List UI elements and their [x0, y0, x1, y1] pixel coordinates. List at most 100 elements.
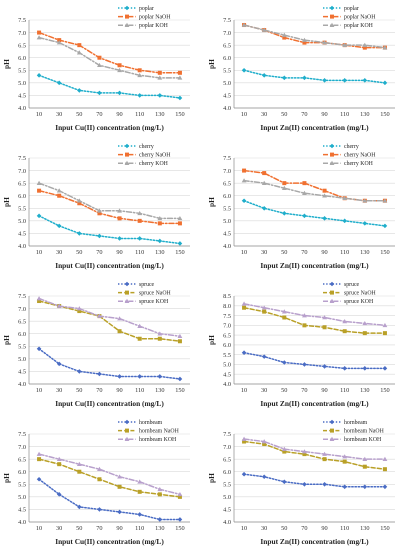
y-axis-label: pH	[207, 197, 216, 207]
data-point-2-3	[97, 208, 102, 213]
y-axis-label: pH	[207, 473, 216, 483]
data-point-2-1	[56, 303, 62, 308]
x-axis-label: Input Cu(II) concentration (mg/L)	[55, 537, 164, 546]
series-line-2	[243, 179, 386, 202]
y-tick-label-7: 7.5	[18, 17, 26, 24]
y-tick-label-1: 4.5	[223, 371, 231, 378]
y-tick-label-6: 7.0	[18, 306, 26, 313]
data-point-1-6	[362, 331, 367, 336]
data-point-2-4	[322, 40, 327, 45]
legend-swatch-marker-1	[330, 428, 334, 433]
data-point-2-5	[137, 323, 143, 328]
legend-swatch-marker-2	[329, 22, 335, 27]
data-point-0-0	[241, 67, 247, 73]
chart-panel-8: 4.0 4.5 5.0 5.5 6.0 6.5 7.0 7.5 10 30 50 70 90 110 130…	[207, 419, 395, 546]
data-point-1-2	[77, 43, 82, 48]
legend-entry-2: poplar KOH	[323, 22, 374, 29]
series-2	[36, 451, 183, 497]
x-tick-label-4: 90	[116, 387, 122, 394]
data-point-0-5	[137, 374, 142, 379]
series-1	[242, 305, 387, 336]
data-point-0-7	[382, 223, 388, 229]
data-point-0-4	[322, 78, 327, 83]
data-point-1-7	[177, 221, 182, 226]
data-point-2-4	[322, 193, 327, 198]
series-line-2	[243, 438, 386, 460]
data-point-2-0	[241, 178, 247, 183]
data-point-1-1	[262, 442, 267, 447]
y-tick-label-5: 6.5	[18, 180, 26, 187]
data-point-1-0	[37, 457, 42, 462]
x-tick-label-7: 150	[380, 387, 389, 394]
data-point-1-4	[117, 63, 122, 68]
y-tick-label-0: 4.0	[223, 105, 231, 112]
data-point-1-1	[262, 171, 267, 176]
x-tick-label-5: 110	[340, 525, 349, 532]
legend-swatch-marker-0	[329, 419, 335, 425]
series-line-0	[38, 478, 181, 521]
legend-swatch-marker-2	[329, 298, 335, 303]
data-point-0-3	[302, 75, 307, 81]
x-tick-label-5: 110	[340, 387, 349, 394]
x-tick-label-7: 150	[380, 525, 389, 532]
y-tick-label-3: 5.5	[18, 343, 26, 350]
legend-entry-0: cherry	[118, 143, 154, 150]
y-tick-label-6: 7.0	[223, 444, 231, 451]
legend-entry-0: poplar	[323, 5, 359, 12]
data-point-0-6	[157, 374, 163, 379]
legend-swatch-marker-1	[125, 428, 129, 433]
data-point-1-7	[177, 494, 182, 499]
legend-swatch-marker-1	[330, 152, 334, 157]
data-point-2-7	[177, 75, 183, 80]
y-tick-label-5: 6.5	[223, 332, 231, 339]
data-point-1-0	[37, 30, 42, 35]
legend-entry-2: hornbeam KOH	[118, 436, 177, 443]
data-point-2-4	[322, 451, 327, 456]
y-tick-label-5: 6.5	[223, 42, 231, 49]
y-tick-label-4: 6.0	[223, 55, 231, 62]
legend-swatch-marker-2	[124, 298, 130, 303]
data-point-0-4	[117, 374, 122, 379]
data-point-0-4	[117, 509, 122, 515]
y-axis-label: pH	[2, 59, 11, 69]
x-tick-label-0: 10	[36, 525, 42, 532]
y-tick-label-2: 5.0	[18, 80, 26, 87]
y-tick-label-7: 7.5	[18, 431, 26, 438]
data-point-0-2	[77, 369, 82, 374]
x-tick-label-1: 30	[261, 111, 267, 118]
legend-swatch-marker-2	[329, 436, 335, 441]
legend-entry-1: poplar NaOH	[118, 14, 171, 21]
x-tick-label-4: 90	[321, 387, 327, 394]
data-point-1-4	[322, 457, 327, 462]
x-tick-label-2: 50	[281, 525, 287, 532]
data-point-2-0	[36, 451, 42, 456]
data-point-2-6	[157, 331, 163, 336]
y-axis-label: pH	[207, 335, 216, 345]
y-tick-label-4: 6.0	[223, 193, 231, 200]
x-tick-label-6: 130	[155, 249, 164, 256]
data-point-2-5	[342, 319, 348, 324]
data-point-2-6	[362, 320, 368, 326]
x-tick-label-5: 110	[135, 249, 144, 256]
data-point-0-0	[36, 213, 42, 219]
legend-entry-1: hornbeam NaOH	[323, 428, 385, 435]
data-point-0-2	[77, 231, 82, 236]
data-point-2-0	[36, 296, 42, 301]
data-point-1-6	[157, 70, 162, 75]
y-tick-label-5: 6.5	[18, 318, 26, 325]
x-tick-label-6: 130	[155, 525, 164, 532]
data-point-1-4	[117, 216, 122, 221]
legend-label-0: cherry	[139, 144, 154, 150]
data-point-2-0	[241, 301, 247, 306]
data-point-2-4	[117, 474, 122, 479]
x-tick-label-6: 130	[360, 387, 369, 394]
legend-entry-1: cherry NaOH	[118, 152, 171, 159]
y-tick-label-3: 5.5	[18, 481, 26, 488]
x-tick-label-6: 130	[155, 111, 164, 118]
data-point-1-3	[302, 40, 307, 45]
data-point-0-0	[36, 476, 42, 482]
data-point-0-6	[362, 484, 368, 490]
y-tick-label-2: 5.0	[223, 362, 231, 369]
legend-label-0: spruce	[139, 282, 155, 288]
